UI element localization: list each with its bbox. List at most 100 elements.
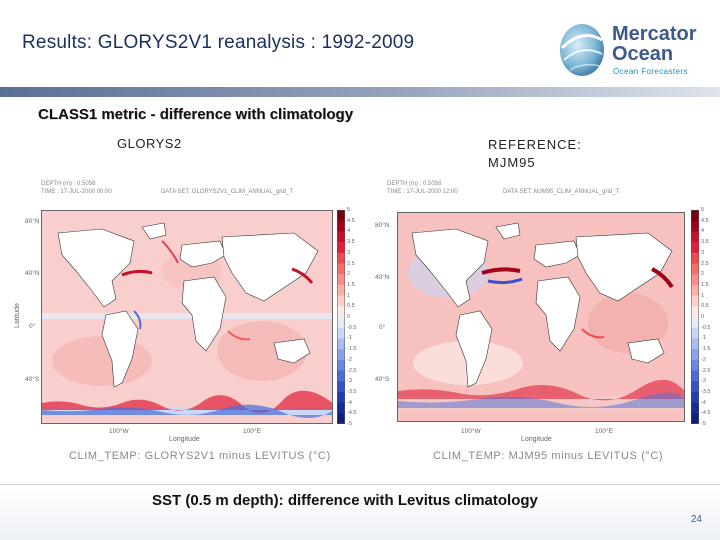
x-tick: 100°E <box>595 428 613 435</box>
x-tick: 100°W <box>461 428 481 435</box>
colorbar-tick-label: 3 <box>701 249 705 256</box>
sst-difference-map <box>397 212 685 422</box>
colorbar-segment <box>691 220 699 232</box>
colorbar-tick-label: 4.5 <box>347 217 355 224</box>
colorbar-tick-label: 1.5 <box>701 281 709 288</box>
footer-band: SST (0.5 m depth): difference with Levit… <box>0 484 720 540</box>
y-tick: 0° <box>379 324 386 331</box>
colorbar-segment <box>337 381 345 393</box>
label-reference: REFERENCE: MJM95 <box>488 136 582 172</box>
colorbar-segment <box>337 349 345 361</box>
logo-tagline: Ocean Forecasters <box>613 67 688 76</box>
footer-caption: SST (0.5 m depth): difference with Levit… <box>152 492 538 509</box>
panel-header-dataset: DATA SET: MJM95_CLIM_ANNUAL_grid_T <box>503 189 620 195</box>
colorbar-segment <box>691 263 699 275</box>
colorbar-tick-label: -3 <box>701 378 706 385</box>
colorbar-right <box>691 210 699 424</box>
colorbar-segment <box>337 210 345 221</box>
colorbar-segment <box>691 231 699 243</box>
colorbar-segment <box>337 359 345 371</box>
y-tick: 80°N <box>375 222 390 229</box>
colorbar-segment <box>337 284 345 296</box>
colorbar-tick-label: 4.5 <box>701 217 709 224</box>
colorbar-segment <box>337 263 345 275</box>
colorbar-tick-label: 2 <box>701 271 705 278</box>
mercator-ocean-logo: Mercator Ocean Ocean Forecasters <box>556 18 706 86</box>
x-axis-label: Longitude <box>521 436 552 443</box>
colorbar-tick-label: 5 <box>701 207 705 213</box>
label-reference-line2: MJM95 <box>488 155 536 170</box>
page-number: 24 <box>690 514 702 525</box>
globe-icon <box>560 24 604 76</box>
panel-mjm95: DEPTH (m) : 0.5058 TIME : 17-JUL-2000 12… <box>373 178 720 470</box>
colorbar-tick-label: 2.5 <box>701 260 709 267</box>
colorbar-segment <box>691 402 699 414</box>
colorbar-tick-label: 4 <box>701 228 705 235</box>
colorbar-segment <box>691 370 699 382</box>
colorbar-segment <box>691 210 699 221</box>
panel-caption: CLIM_TEMP: MJM95 minus LEVITUS (°C) <box>433 450 664 462</box>
x-tick: 100°W <box>109 428 129 435</box>
colorbar-tick-label: -2 <box>347 356 352 363</box>
colorbar-segment <box>691 306 699 318</box>
colorbar-tick-label: -3 <box>347 378 352 385</box>
panel-caption: CLIM_TEMP: GLORYS2V1 minus LEVITUS (°C) <box>69 450 331 462</box>
colorbar-segment <box>691 295 699 307</box>
colorbar-tick-label: -4.5 <box>701 410 711 417</box>
colorbar-segment <box>337 231 345 243</box>
colorbar-segment <box>337 242 345 254</box>
y-tick: 40°N <box>25 270 40 277</box>
y-axis-label: Latitude <box>14 303 21 328</box>
colorbar-tick-label: -2.5 <box>701 367 711 374</box>
colorbar-tick-label: -3.5 <box>347 388 357 395</box>
colorbar-segment <box>337 338 345 350</box>
colorbar-tick-label: 0.5 <box>701 303 709 310</box>
colorbar-segment <box>337 391 345 403</box>
label-reference-line1: REFERENCE: <box>488 137 582 152</box>
y-tick: 0° <box>29 323 36 330</box>
colorbar-tick-label: -1.5 <box>701 346 711 353</box>
colorbar-tick-label: -4 <box>701 399 706 406</box>
colorbar-tick-label: 4 <box>347 228 351 235</box>
panel-header-time: TIME : 17-JUL-2000 00:00 <box>41 189 112 195</box>
colorbar-segment <box>691 413 699 424</box>
map-graphic <box>42 211 332 423</box>
x-tick: 100°E <box>243 428 261 435</box>
logo-text-line2: Ocean <box>612 43 674 65</box>
colorbar-segment <box>691 284 699 296</box>
colorbar-tick-label: 0.5 <box>347 303 355 310</box>
colorbar-tick-label: -0.5 <box>347 324 357 331</box>
colorbar-segment <box>691 242 699 254</box>
colorbar-tick-label: -2 <box>701 356 706 363</box>
x-axis-label: Longitude <box>169 436 200 443</box>
colorbar-tick-label: -2.5 <box>347 367 357 374</box>
colorbar-segment <box>691 359 699 371</box>
colorbar-frame <box>337 210 345 424</box>
colorbar-segment <box>337 306 345 318</box>
colorbar-segment <box>691 317 699 328</box>
panel-glorys2: DEPTH (m) : 0.5058 TIME : 17-JUL-2000 00… <box>11 178 366 470</box>
colorbar-segment <box>691 327 699 339</box>
map-graphic <box>398 213 684 421</box>
colorbar-segment <box>337 220 345 232</box>
colorbar-segment <box>691 391 699 403</box>
y-tick: 80°N <box>25 218 40 225</box>
colorbar-segment <box>691 349 699 361</box>
colorbar-tick-label: 2 <box>347 271 351 278</box>
colorbar-left <box>337 210 345 424</box>
colorbar-segment <box>691 252 699 264</box>
colorbar-tick-label: 0 <box>701 314 705 320</box>
colorbar-tick-label: 5 <box>347 207 351 213</box>
colorbar-tick-label: -4 <box>347 399 352 406</box>
y-tick: 40°S <box>375 376 390 383</box>
colorbar-segment <box>691 274 699 286</box>
colorbar-segment <box>337 370 345 382</box>
logo-text-line1: Mercator <box>612 23 697 45</box>
label-glorys2: GLORYS2 <box>117 136 182 151</box>
colorbar-frame <box>691 210 699 424</box>
colorbar-tick-label: 1.5 <box>347 281 355 288</box>
colorbar-segment <box>337 402 345 414</box>
colorbar-tick-label: 3.5 <box>701 239 709 246</box>
slide-subtitle: CLASS1 metric - difference with climatol… <box>38 106 354 123</box>
header-rule <box>0 87 720 97</box>
